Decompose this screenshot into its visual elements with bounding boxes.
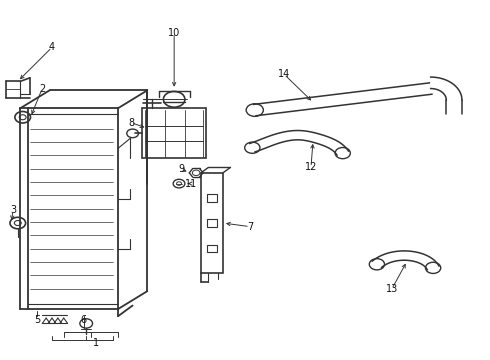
Text: 12: 12 [305,162,317,172]
Text: 4: 4 [49,42,55,52]
Text: 5: 5 [34,315,41,325]
Text: 9: 9 [178,164,185,174]
Text: 1: 1 [93,338,99,348]
Bar [207,244,217,252]
Text: 10: 10 [168,28,180,38]
Bar [207,220,217,226]
Text: 3: 3 [10,206,16,216]
Text: 6: 6 [81,315,87,325]
Text: 11: 11 [185,179,197,189]
Bar [201,173,223,273]
Bar [143,108,206,158]
Text: 2: 2 [39,84,46,94]
Text: 7: 7 [247,222,253,231]
Text: 13: 13 [386,284,398,294]
Text: 14: 14 [278,69,290,79]
Bar [207,194,217,202]
Text: 8: 8 [128,118,134,128]
